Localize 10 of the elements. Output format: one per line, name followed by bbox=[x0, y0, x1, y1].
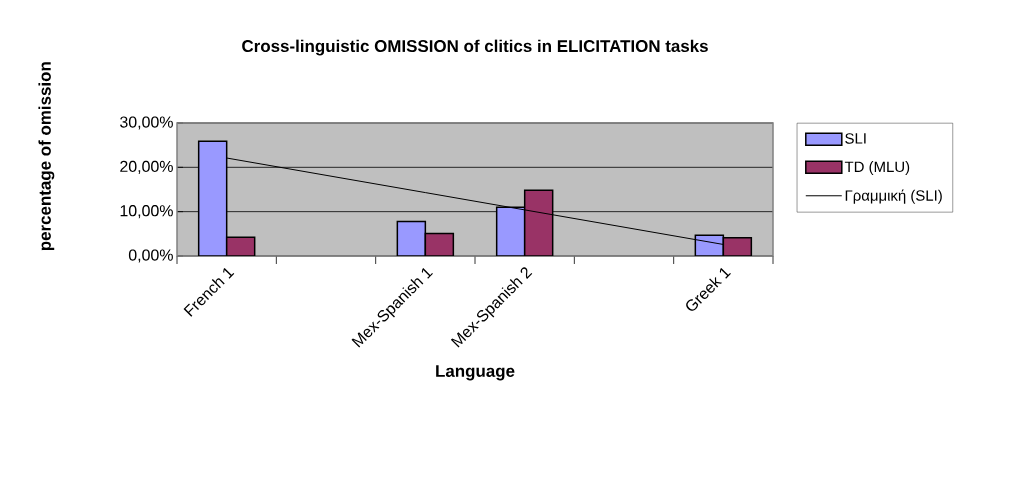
y-tick-label: 30,00% bbox=[120, 116, 173, 130]
y-axis-title: percentage of omission bbox=[38, 62, 55, 251]
chart-title: Cross-linguistic OMISSION of clitics in ELICITATION tasks bbox=[242, 39, 708, 56]
legend-label: Γραμμική (SLI) bbox=[845, 189, 942, 204]
y-tick-label: 0,00% bbox=[128, 249, 173, 263]
legend-label: SLI bbox=[845, 133, 866, 144]
x-axis-title: Language bbox=[436, 365, 515, 381]
y-tick-label: 10,00% bbox=[120, 205, 173, 219]
legend-label: TD (MLU) bbox=[844, 161, 910, 176]
y-tick-label: 20,00% bbox=[120, 160, 173, 174]
